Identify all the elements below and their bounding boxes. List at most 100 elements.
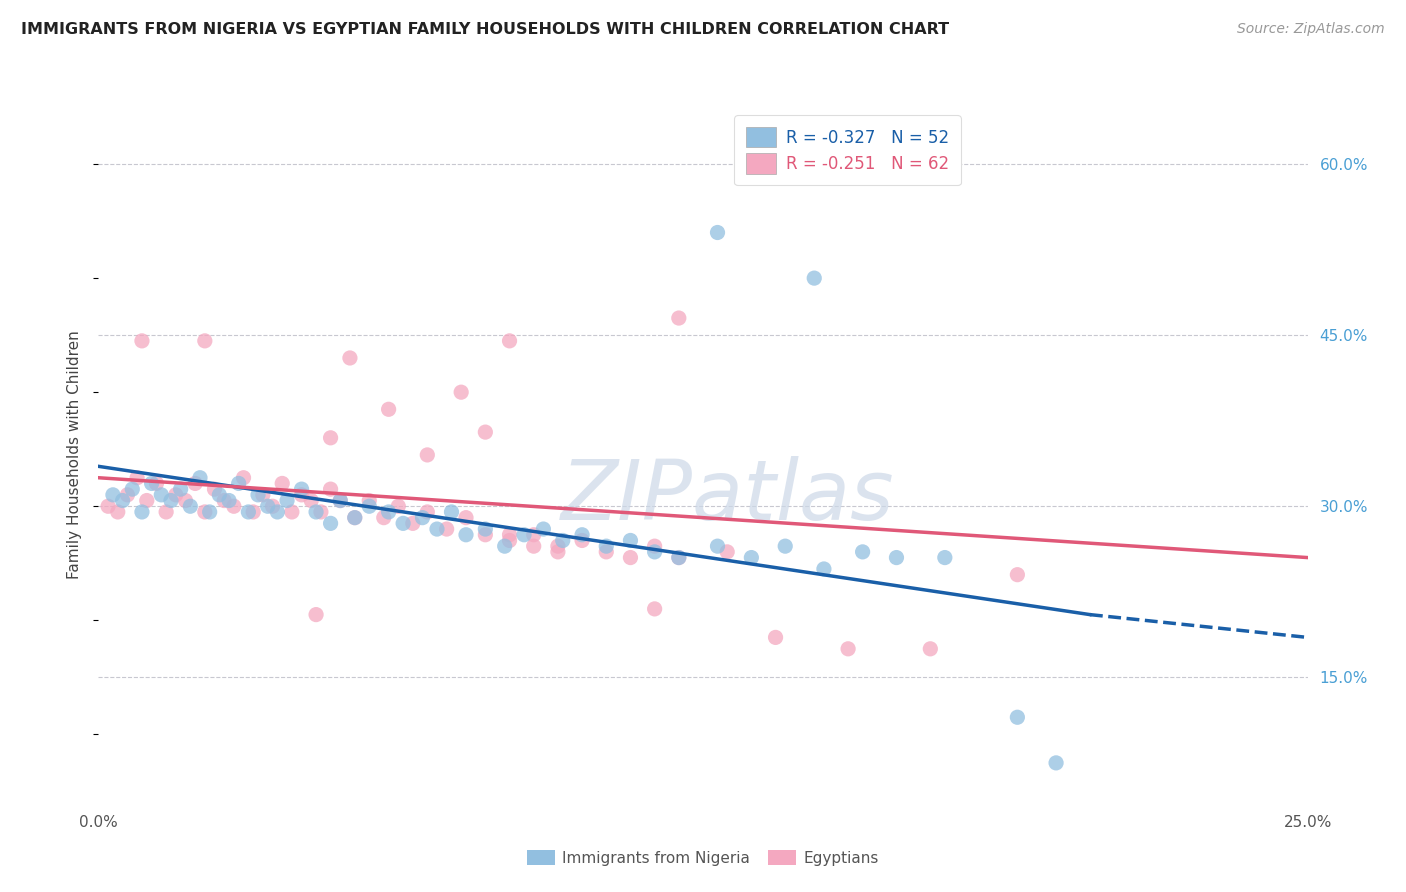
Point <box>174 493 197 508</box>
Point <box>619 550 641 565</box>
Point <box>169 482 191 496</box>
Point <box>135 493 157 508</box>
Point <box>131 334 153 348</box>
Point <box>668 550 690 565</box>
Point <box>392 516 415 531</box>
Point <box>1007 710 1029 724</box>
Point <box>440 505 463 519</box>
Point <box>474 522 496 536</box>
Point <box>547 539 569 553</box>
Point <box>256 500 278 514</box>
Point <box>595 539 617 553</box>
Legend: Immigrants from Nigeria, Egyptians: Immigrants from Nigeria, Egyptians <box>522 844 884 871</box>
Point <box>494 539 516 553</box>
Point <box>359 500 381 514</box>
Point <box>305 607 328 622</box>
Point <box>668 550 690 565</box>
Point <box>619 533 641 548</box>
Point <box>117 488 139 502</box>
Point <box>837 641 859 656</box>
Point <box>765 631 787 645</box>
Point <box>319 482 342 496</box>
Point <box>271 476 294 491</box>
Point <box>886 550 908 565</box>
Point <box>299 493 322 508</box>
Point <box>498 533 520 548</box>
Point <box>706 539 728 553</box>
Point <box>377 402 399 417</box>
Point <box>547 545 569 559</box>
Point <box>373 510 395 524</box>
Point <box>498 528 520 542</box>
Point <box>212 493 235 508</box>
Point <box>387 500 409 514</box>
Point <box>145 476 167 491</box>
Point <box>706 226 728 240</box>
Point <box>920 641 942 656</box>
Point <box>232 471 254 485</box>
Point <box>644 539 666 553</box>
Point <box>1045 756 1067 770</box>
Point <box>329 493 352 508</box>
Point <box>377 505 399 519</box>
Point <box>416 448 439 462</box>
Point <box>194 334 217 348</box>
Text: Source: ZipAtlas.com: Source: ZipAtlas.com <box>1237 22 1385 37</box>
Point <box>343 510 366 524</box>
Point <box>426 522 449 536</box>
Point <box>238 505 260 519</box>
Point <box>523 528 546 542</box>
Point <box>740 550 762 565</box>
Point <box>101 488 124 502</box>
Point <box>454 510 477 524</box>
Point <box>111 493 134 508</box>
Point <box>242 505 264 519</box>
Point <box>184 476 207 491</box>
Point <box>411 510 433 524</box>
Point <box>474 425 496 439</box>
Point <box>194 505 217 519</box>
Point <box>218 493 240 508</box>
Y-axis label: Family Households with Children: Family Households with Children <box>67 331 83 579</box>
Point <box>531 522 554 536</box>
Point <box>222 500 245 514</box>
Point <box>852 545 875 559</box>
Point <box>934 550 956 565</box>
Point <box>252 488 274 502</box>
Point <box>141 476 163 491</box>
Point <box>204 482 226 496</box>
Point <box>436 522 458 536</box>
Point <box>523 539 546 553</box>
Text: IMMIGRANTS FROM NIGERIA VS EGYPTIAN FAMILY HOUSEHOLDS WITH CHILDREN CORRELATION : IMMIGRANTS FROM NIGERIA VS EGYPTIAN FAMI… <box>21 22 949 37</box>
Point <box>309 505 332 519</box>
Point <box>319 431 342 445</box>
Point <box>359 493 381 508</box>
Point <box>644 545 666 559</box>
Point <box>343 510 366 524</box>
Point <box>276 493 298 508</box>
Point <box>121 482 143 496</box>
Point <box>644 602 666 616</box>
Text: ZIPatlas: ZIPatlas <box>561 456 894 537</box>
Point <box>290 482 312 496</box>
Point <box>551 533 574 548</box>
Point <box>160 493 183 508</box>
Point <box>813 562 835 576</box>
Point <box>716 545 738 559</box>
Point <box>247 488 270 502</box>
Point <box>97 500 120 514</box>
Point <box>127 471 149 485</box>
Point <box>402 516 425 531</box>
Point <box>498 334 520 348</box>
Point <box>773 539 796 553</box>
Point <box>474 528 496 542</box>
Point <box>319 516 342 531</box>
Point <box>571 528 593 542</box>
Point <box>266 505 288 519</box>
Point <box>668 311 690 326</box>
Point <box>131 505 153 519</box>
Point <box>1007 567 1029 582</box>
Point <box>208 488 231 502</box>
Point <box>454 528 477 542</box>
Point <box>339 351 361 365</box>
